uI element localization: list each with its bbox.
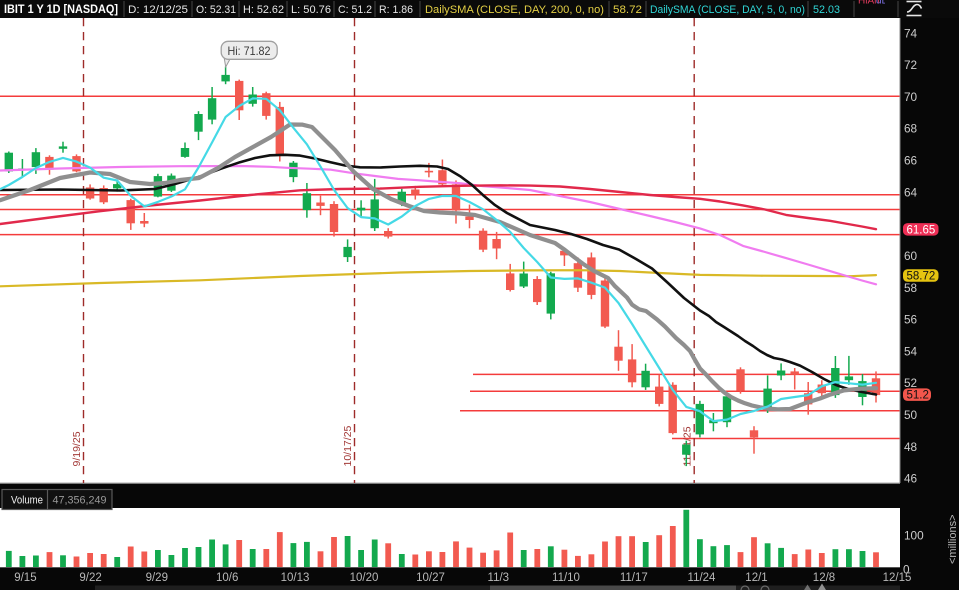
svg-text:66: 66 xyxy=(904,154,918,168)
svg-text:46: 46 xyxy=(904,472,918,486)
svg-text:11/3: 11/3 xyxy=(488,572,510,584)
svg-text:11/17: 11/17 xyxy=(620,572,648,584)
svg-text:9/19/25: 9/19/25 xyxy=(71,431,83,466)
svg-text:70: 70 xyxy=(904,90,918,104)
svg-text:58: 58 xyxy=(904,281,918,295)
svg-text:10/27: 10/27 xyxy=(416,572,445,584)
svg-text:51.2: 51.2 xyxy=(907,390,929,402)
svg-text:DailySMA (CLOSE, DAY, 200, 0,: DailySMA (CLOSE, DAY, 200, 0, no) xyxy=(425,4,604,16)
svg-text:11/24: 11/24 xyxy=(688,572,717,584)
svg-text:47,356,249: 47,356,249 xyxy=(53,495,107,507)
svg-text:O: 52.31: O: 52.31 xyxy=(196,4,236,16)
svg-text:12/1: 12/1 xyxy=(745,572,767,584)
svg-text:52: 52 xyxy=(904,376,917,390)
svg-text:48: 48 xyxy=(904,440,918,454)
svg-text:HiAn: HiAn xyxy=(858,0,880,7)
svg-text:58.72: 58.72 xyxy=(907,271,936,283)
svg-text:10/6: 10/6 xyxy=(216,572,238,584)
svg-text:dLo: dLo xyxy=(876,0,893,7)
svg-text:68: 68 xyxy=(904,122,918,136)
svg-text:9/15: 9/15 xyxy=(14,572,36,584)
svg-text:L: 50.76: L: 50.76 xyxy=(291,4,331,16)
svg-text:10/20: 10/20 xyxy=(350,572,379,584)
svg-text:54: 54 xyxy=(904,344,918,358)
svg-text:56: 56 xyxy=(904,313,918,327)
svg-text:0: 0 xyxy=(903,563,910,577)
svg-text:12/8: 12/8 xyxy=(813,572,835,584)
svg-text:9/29: 9/29 xyxy=(146,572,168,584)
svg-text:D: 12/12/25: D: 12/12/25 xyxy=(128,4,188,16)
svg-text:74: 74 xyxy=(904,26,918,40)
svg-text:Hi: 71.82: Hi: 71.82 xyxy=(228,44,271,58)
svg-text:58.72: 58.72 xyxy=(613,4,642,16)
svg-text:10/13: 10/13 xyxy=(281,572,310,584)
svg-text:H: 52.62: H: 52.62 xyxy=(243,4,284,16)
svg-text:9/22: 9/22 xyxy=(79,572,101,584)
svg-text:50: 50 xyxy=(904,408,918,422)
svg-text:C: 51.2: C: 51.2 xyxy=(338,4,372,16)
svg-text:60: 60 xyxy=(904,249,918,263)
svg-text:11/10: 11/10 xyxy=(552,572,580,584)
svg-text:10/17/25: 10/17/25 xyxy=(342,425,354,466)
svg-text:DailySMA (CLOSE, DAY, 5, 0, no: DailySMA (CLOSE, DAY, 5, 0, no) xyxy=(650,4,805,16)
svg-text:IBIT 1 Y 1D [NASDAQ]: IBIT 1 Y 1D [NASDAQ] xyxy=(4,2,118,16)
svg-text:R: 1.86: R: 1.86 xyxy=(379,4,413,16)
svg-text:100: 100 xyxy=(904,529,924,543)
svg-text:Volume: Volume xyxy=(11,495,43,507)
svg-text:<millions>: <millions> xyxy=(947,514,959,564)
svg-text:12/15: 12/15 xyxy=(883,572,912,584)
svg-text:61.65: 61.65 xyxy=(907,224,936,236)
svg-text:72: 72 xyxy=(904,58,917,72)
svg-text:52.03: 52.03 xyxy=(813,4,840,16)
svg-text:64: 64 xyxy=(904,185,918,199)
